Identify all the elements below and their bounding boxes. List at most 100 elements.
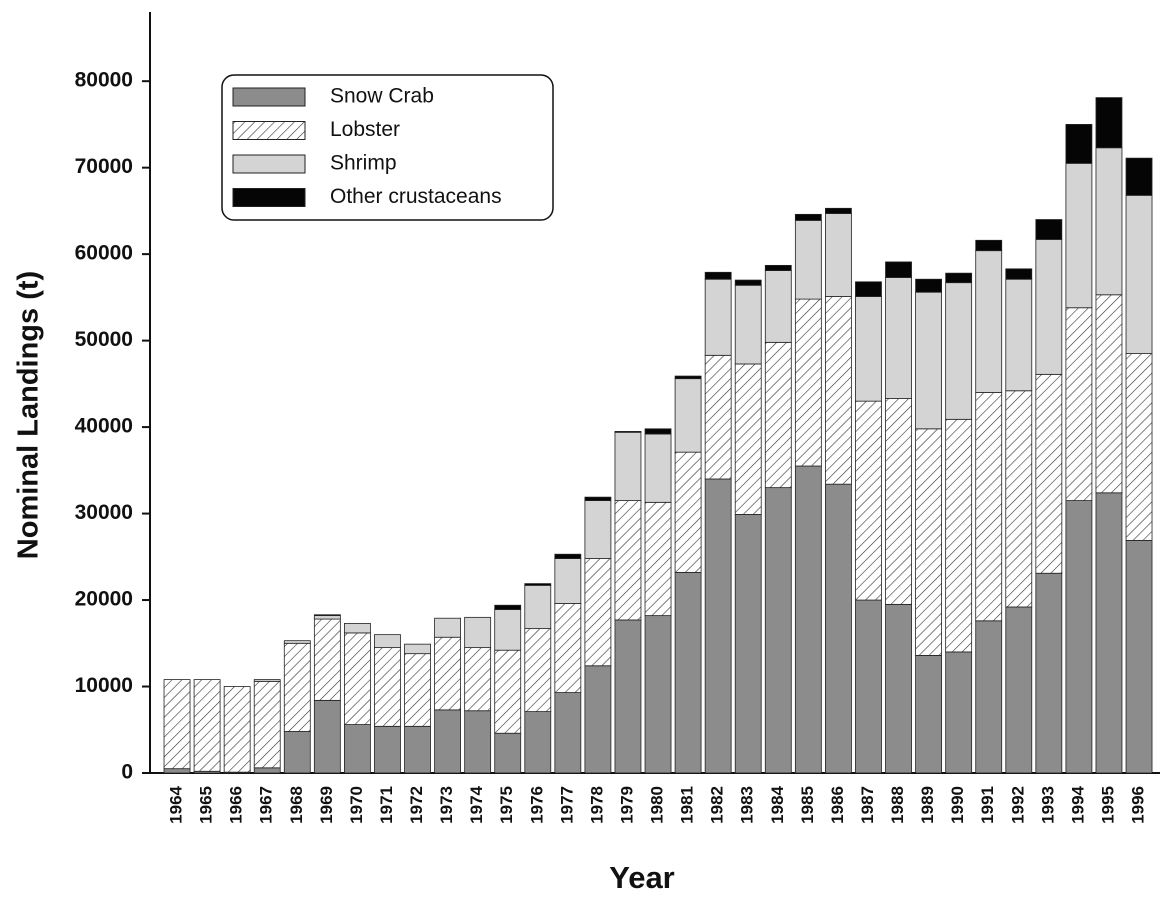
bar-segment <box>434 636 461 711</box>
bar-segment <box>313 614 341 617</box>
bar-segment <box>524 711 552 774</box>
bar-segment <box>764 264 792 271</box>
x-tick-label: 1980 <box>648 786 667 824</box>
bar-segment <box>855 599 882 774</box>
x-tick-label: 1987 <box>858 786 877 824</box>
bar-segment <box>794 465 822 774</box>
bar-segment <box>584 500 612 559</box>
x-tick-label: 1973 <box>437 786 456 824</box>
bar-segment <box>644 501 672 617</box>
bar-segment <box>374 725 401 774</box>
x-tick-label: 1977 <box>557 786 576 824</box>
bar-segment <box>734 279 762 286</box>
bar-segment <box>313 615 341 620</box>
y-tick-label: 20000 <box>75 588 133 611</box>
y-tick-label: 50000 <box>75 328 133 351</box>
x-tick-label: 1981 <box>678 786 697 824</box>
bar-segment <box>764 341 792 489</box>
legend: Snow Crab Lobster Shrimp Other crustaceans <box>221 74 554 221</box>
x-tick-label: 1967 <box>257 786 276 824</box>
bar-segment <box>915 428 942 656</box>
bar-segment <box>554 558 582 604</box>
bar-segment <box>915 278 942 293</box>
bar-segment <box>1125 539 1153 774</box>
bar-segment <box>704 478 732 774</box>
bar-segment <box>734 284 762 365</box>
bar-segment <box>975 250 1003 393</box>
bar-segment <box>644 428 672 435</box>
bar-segment <box>855 281 882 297</box>
bar-segment <box>825 296 852 485</box>
bar-segment <box>644 433 672 503</box>
y-tick-label: 60000 <box>75 242 133 265</box>
x-tick-label: 1983 <box>738 786 757 824</box>
x-tick-label: 1996 <box>1129 786 1148 824</box>
bar-segment <box>1065 162 1093 309</box>
bar-segment <box>794 220 822 300</box>
bar-segment <box>344 632 371 725</box>
bar-segment <box>794 298 822 467</box>
bar-segment <box>1065 124 1093 164</box>
bar-segment <box>1005 278 1033 392</box>
bar-segment <box>764 487 792 774</box>
x-tick-label: 1988 <box>888 786 907 824</box>
bar-segment <box>554 553 582 559</box>
bar-segment <box>1065 307 1093 501</box>
x-tick-label: 1970 <box>347 786 366 824</box>
y-axis-label: Nominal Landings (t) <box>13 271 45 559</box>
bar-segment <box>674 378 702 453</box>
x-tick-label: 1971 <box>377 786 396 824</box>
x-tick-label: 1964 <box>167 785 186 823</box>
bar-segment <box>494 604 522 610</box>
bar-segment <box>644 615 672 774</box>
legend-label: Other crustaceans <box>330 185 502 208</box>
bar-segment <box>494 732 522 774</box>
bar-segment <box>584 496 612 501</box>
bar-segment <box>344 622 371 634</box>
bar-segment <box>945 282 973 420</box>
bar-segment <box>975 392 1003 622</box>
bar-segment <box>975 239 1003 252</box>
bar-segment <box>1125 157 1153 196</box>
bar-segment <box>253 680 281 769</box>
bar-segment <box>885 398 912 605</box>
bar-segment <box>283 640 311 644</box>
bar-segment <box>614 431 642 501</box>
x-tick-label: 1993 <box>1038 786 1057 824</box>
bar-segment <box>283 731 311 774</box>
bar-segment <box>734 363 762 515</box>
x-tick-label: 1985 <box>798 786 817 824</box>
y-tick-label: 10000 <box>75 674 133 697</box>
x-tick-label: 1978 <box>587 786 606 824</box>
bar-segment <box>885 261 912 278</box>
x-tick-label: 1982 <box>708 786 727 824</box>
bar-segment <box>945 272 973 284</box>
bar-segment <box>313 699 341 774</box>
y-tick-label: 40000 <box>75 415 133 438</box>
x-tick-label: 1992 <box>1008 786 1027 824</box>
x-tick-label: 1976 <box>527 786 546 824</box>
bar-segment <box>464 710 492 774</box>
bar-segment <box>253 767 281 774</box>
bar-segment <box>674 571 702 774</box>
bar-segment <box>855 296 882 402</box>
legend-label: Lobster <box>330 118 400 141</box>
y-tick-label: 30000 <box>75 501 133 524</box>
legend-label: Snow Crab <box>330 85 434 108</box>
legend-label: Shrimp <box>330 152 397 175</box>
y-tick-label: 0 <box>121 761 133 784</box>
x-tick-label: 1975 <box>497 786 516 824</box>
bar-segment <box>1095 492 1123 774</box>
legend-swatch <box>232 87 306 107</box>
x-tick-label: 1972 <box>407 786 426 824</box>
bar-segment <box>614 431 642 433</box>
x-tick-label: 1984 <box>768 785 787 823</box>
bar-segment <box>975 620 1003 774</box>
bar-segment <box>945 418 973 653</box>
bar-segment <box>825 207 852 214</box>
bar-segment <box>374 647 401 727</box>
bar-segment <box>674 451 702 573</box>
bar-segment <box>313 618 341 701</box>
x-tick-label: 1994 <box>1068 785 1087 823</box>
